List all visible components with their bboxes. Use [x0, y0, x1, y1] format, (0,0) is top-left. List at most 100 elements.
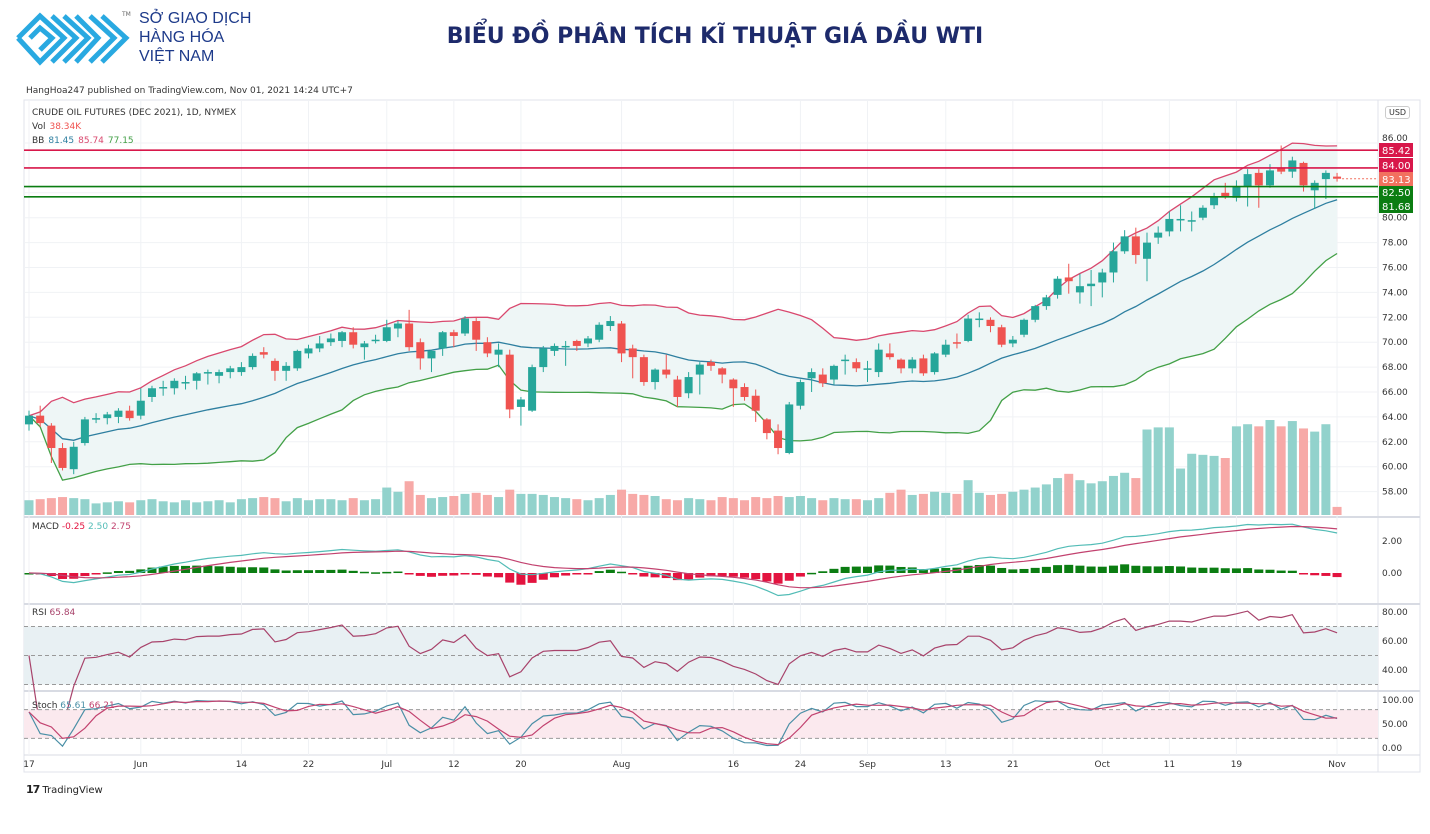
- bb-label: BB: [32, 136, 45, 146]
- price-tag-label: 81.68: [1382, 202, 1411, 213]
- macd-histogram-bar: [684, 573, 694, 580]
- volume-bar: [58, 497, 68, 515]
- macd-histogram-bar: [1097, 566, 1107, 573]
- volume-bar: [214, 500, 224, 515]
- macd-histogram-bar: [1142, 566, 1152, 573]
- tradingview-logo[interactable]: 17 TradingView: [26, 783, 103, 796]
- macd-histogram-bar: [1187, 567, 1197, 573]
- candle-body: [908, 359, 917, 369]
- volume-bar: [572, 499, 582, 515]
- macd-histogram-bar: [415, 573, 425, 576]
- candle-body: [461, 318, 470, 334]
- price-tick: 64.00: [1382, 413, 1408, 423]
- volume-bar: [326, 499, 336, 515]
- volume-bar: [147, 499, 157, 515]
- candle-body: [1254, 172, 1263, 186]
- volume-legend[interactable]: Vol 38.34K: [32, 122, 85, 132]
- macd-histogram-bar: [1198, 567, 1208, 573]
- date-tick: 12: [448, 760, 459, 770]
- volume-bar: [371, 499, 381, 515]
- volume-bar: [359, 500, 369, 515]
- macd-histogram-bar: [248, 567, 258, 573]
- candle-body: [1075, 286, 1084, 293]
- logo-trademark: TM: [122, 11, 131, 18]
- candle-body: [740, 387, 749, 397]
- volume-bar: [538, 494, 548, 515]
- volume-bar: [80, 499, 90, 515]
- volume-bar: [1086, 483, 1096, 515]
- volume-bar: [91, 503, 101, 515]
- price-tick: 60.00: [1382, 463, 1408, 473]
- macd-histogram-bar: [259, 567, 269, 573]
- volume-bar: [762, 498, 772, 515]
- volume-bar: [516, 493, 526, 515]
- macd-histogram-bar: [751, 573, 761, 580]
- macd-histogram-bar: [650, 573, 660, 578]
- volume-bar: [549, 497, 559, 515]
- volume-bar: [337, 500, 347, 515]
- volume-bar: [695, 499, 705, 515]
- candle-body: [718, 368, 727, 375]
- stoch-legend[interactable]: Stoch 65.61 66.21: [32, 701, 115, 711]
- candle-body: [203, 372, 212, 374]
- volume-label: Vol: [32, 122, 46, 132]
- volume-bar: [885, 492, 895, 515]
- symbol-legend[interactable]: CRUDE OIL FUTURES (DEC 2021), 1D, NYMEX: [32, 108, 237, 118]
- candle-body: [226, 368, 235, 373]
- price-tick: 58.00: [1382, 488, 1408, 498]
- published-info: HangHoa247 published on TradingView.com,…: [26, 86, 353, 96]
- macd-histogram-bar: [113, 571, 123, 573]
- bb-legend[interactable]: BB 81.45 85.74 77.15: [32, 136, 138, 146]
- volume-bar: [583, 500, 593, 515]
- macd-histogram-bar: [69, 573, 79, 579]
- macd-histogram-bar: [974, 564, 984, 573]
- candle-body: [818, 374, 827, 384]
- candle-body: [1265, 170, 1274, 186]
- macd-histogram-bar: [617, 571, 627, 574]
- candle-body: [606, 321, 615, 327]
- logo-line-3: VIỆT NAM: [139, 48, 215, 65]
- rsi-legend[interactable]: RSI 65.84: [32, 608, 75, 618]
- candle-body: [986, 319, 995, 327]
- macd-histogram-bar: [236, 567, 246, 573]
- volume-bar: [1108, 475, 1118, 515]
- candle-body: [1109, 251, 1118, 273]
- volume-bar: [918, 493, 928, 515]
- volume-bar: [1041, 484, 1051, 515]
- volume-bar: [315, 499, 325, 515]
- volume-bar: [1243, 424, 1253, 515]
- currency-button[interactable]: USD: [1385, 106, 1411, 119]
- macd-hist-value: -0.25: [61, 522, 86, 532]
- candle-body: [1210, 196, 1219, 206]
- price-tag-label: 82.50: [1382, 188, 1411, 199]
- candle-body: [80, 419, 89, 444]
- candle-body: [528, 367, 537, 411]
- macd-histogram-bar: [214, 566, 224, 573]
- date-tick: 14: [236, 760, 248, 770]
- macd-legend[interactable]: MACD -0.25 2.50 2.75: [32, 522, 131, 532]
- candle-body: [516, 399, 525, 407]
- candle-body: [964, 318, 973, 341]
- macd-histogram-bar: [829, 568, 839, 573]
- date-tick: Jun: [133, 760, 148, 770]
- candle-body: [829, 365, 838, 380]
- macd-histogram-bar: [393, 571, 403, 574]
- candle-body: [1143, 242, 1151, 259]
- bb-upper-line: [28, 142, 1338, 417]
- macd-histogram-bar: [281, 570, 291, 573]
- volume-bar: [1142, 429, 1152, 515]
- volume-bar: [605, 494, 615, 515]
- macd-histogram-bar: [1276, 570, 1286, 573]
- volume-bar: [203, 501, 213, 515]
- volume-bar: [482, 494, 492, 515]
- macd-histogram-bar: [270, 569, 280, 573]
- date-tick: 17: [23, 760, 34, 770]
- macd-tick: 2.00: [1382, 537, 1402, 547]
- candle-body: [751, 395, 760, 411]
- candle-body: [438, 332, 447, 349]
- volume-bar: [1287, 421, 1297, 515]
- volume-bar: [382, 487, 392, 515]
- horizontal-levels[interactable]: [24, 149, 1378, 198]
- volume-bar: [1254, 426, 1264, 515]
